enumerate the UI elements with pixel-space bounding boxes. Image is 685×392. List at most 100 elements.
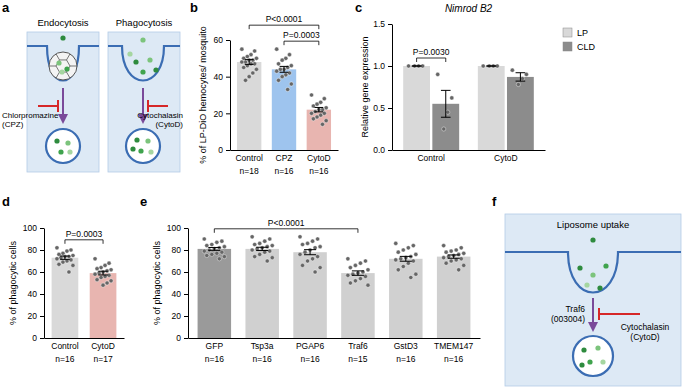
point (55, 246, 59, 250)
particle (140, 37, 145, 42)
tick-label: Control (235, 153, 263, 163)
point (442, 127, 446, 131)
error-bar (98, 271, 108, 275)
panel-letter: d (2, 194, 10, 209)
point (406, 246, 410, 250)
point (311, 117, 315, 121)
error-cap (441, 90, 451, 91)
tick-label: 40 (28, 289, 38, 299)
bar (437, 257, 471, 338)
tick-label: 0.0 (373, 145, 385, 155)
n-label: n=15 (348, 354, 367, 364)
tick-label: 100 (167, 223, 181, 233)
n-label: n=16 (309, 166, 328, 176)
significance-bracket (249, 25, 319, 29)
tick-mark (40, 250, 44, 251)
point (318, 266, 322, 270)
x-tick: Control (235, 153, 263, 163)
cell (505, 214, 681, 386)
x-tick: PGAP6 (296, 341, 325, 351)
p-value: P=0.0030 (413, 47, 450, 57)
point (394, 241, 398, 245)
point (258, 252, 262, 256)
panel-letter: f (492, 194, 497, 209)
bar (245, 249, 279, 338)
x-tick: CytoD (307, 153, 331, 163)
tick-label: 0 (32, 333, 37, 343)
tick-mark (40, 228, 44, 229)
tick-mark (226, 40, 230, 41)
point (462, 263, 466, 267)
tick-mark (184, 316, 188, 317)
point (316, 255, 320, 259)
diagram-label: (003004) (551, 314, 585, 324)
point (457, 252, 461, 256)
point (442, 256, 446, 260)
error-bar (441, 90, 451, 117)
diagram-label: Chlorpromazine (2, 111, 59, 120)
point (69, 248, 73, 252)
diagram-label: Cytochalasin (137, 111, 183, 120)
point (366, 268, 370, 272)
point (254, 67, 258, 71)
error-cap (412, 66, 422, 67)
point (309, 111, 313, 115)
tick-label: 80 (28, 245, 38, 255)
error-cap (245, 59, 254, 60)
n-label: n=16 (396, 354, 415, 364)
point (353, 279, 357, 283)
tick-label: CytoD (494, 153, 518, 163)
y-tick: 100 (167, 223, 188, 233)
inhibitor-line (148, 105, 168, 107)
y-label: % of phagocytic cells (152, 240, 162, 325)
particle (58, 149, 63, 154)
point (57, 262, 61, 266)
arrow (62, 88, 64, 122)
particle (584, 282, 589, 287)
membrane (27, 46, 99, 81)
point (446, 110, 450, 114)
particle (67, 149, 72, 154)
particle (59, 69, 64, 74)
point (109, 268, 113, 272)
significance-bracket (417, 58, 446, 62)
n-label: n=16 (205, 354, 224, 364)
tick-label: Traf6 (348, 341, 368, 351)
axis-line (189, 338, 481, 339)
x-axis: ControlCytoD (45, 339, 125, 352)
y-label: % of LP-DiO hemocytes/ mosquito (198, 26, 208, 164)
vesicle (126, 129, 160, 163)
panel: c0.00.51.01.5ControlCytoDRelative gene e… (355, 0, 596, 163)
point (240, 47, 244, 51)
point (270, 256, 274, 260)
error-cap (516, 81, 526, 82)
p-value: P=0.0003 (283, 30, 320, 40)
error-bar (412, 66, 422, 67)
error-cap (516, 72, 526, 73)
particle (60, 35, 65, 40)
bar (507, 77, 534, 150)
title: Nimrod B2 (445, 3, 493, 14)
point (95, 267, 99, 271)
point (55, 257, 59, 261)
y-tick: 40 (172, 289, 188, 299)
x-axis: ControlCPZCytoD (231, 151, 339, 164)
error-bar (60, 256, 70, 259)
clathrin-lattice (49, 66, 56, 67)
point (286, 87, 290, 91)
point (93, 272, 97, 276)
particle (138, 148, 143, 153)
y-tick: 80 (172, 245, 188, 255)
particle (603, 263, 608, 268)
particle (590, 237, 595, 242)
p-value: P=0.0003 (66, 229, 103, 239)
point (103, 263, 107, 267)
error-cap (314, 111, 323, 112)
point (401, 248, 405, 252)
panel-letter: b (190, 0, 198, 15)
significance-bracket (214, 229, 358, 233)
clathrin-lattice (67, 54, 71, 60)
point (363, 259, 367, 263)
point (263, 239, 267, 243)
point (265, 259, 269, 263)
